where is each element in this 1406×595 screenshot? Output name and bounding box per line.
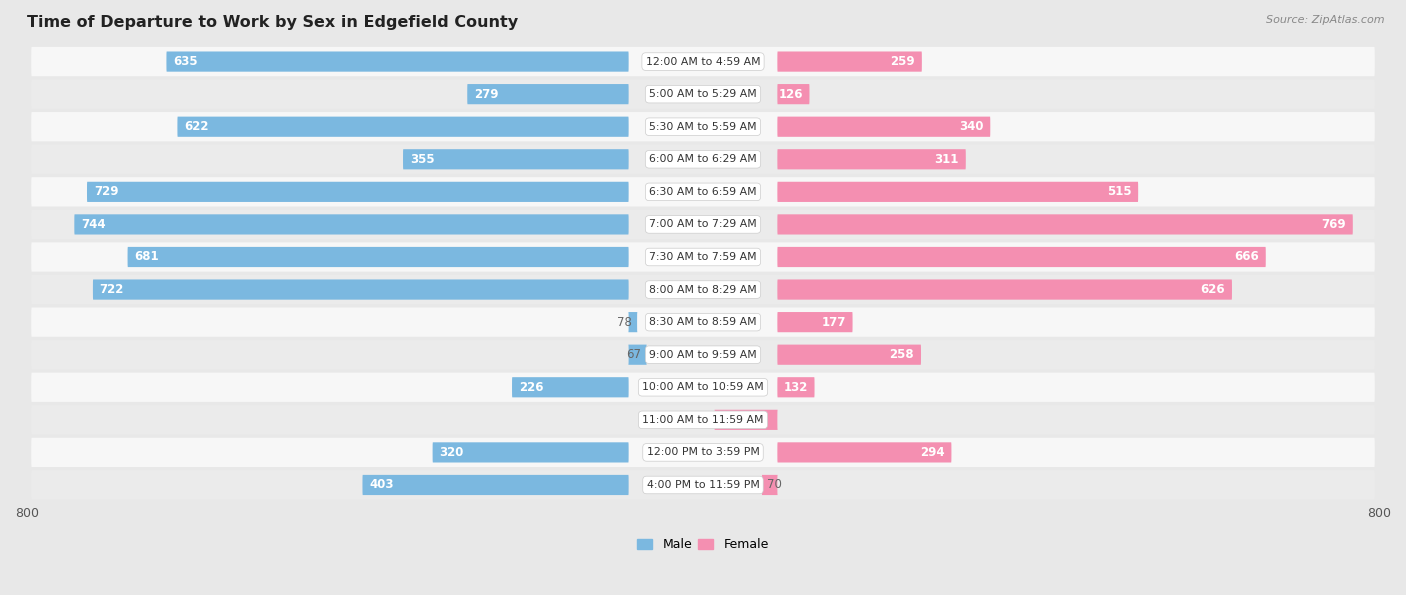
FancyBboxPatch shape [778,377,814,397]
Text: 12:00 PM to 3:59 PM: 12:00 PM to 3:59 PM [647,447,759,458]
FancyBboxPatch shape [31,145,1375,174]
FancyBboxPatch shape [31,275,1375,304]
FancyBboxPatch shape [93,280,628,300]
FancyBboxPatch shape [778,84,810,104]
FancyBboxPatch shape [628,312,637,332]
FancyBboxPatch shape [31,340,1375,369]
Text: Source: ZipAtlas.com: Source: ZipAtlas.com [1267,15,1385,25]
FancyBboxPatch shape [778,52,922,71]
Text: 11:00 AM to 11:59 AM: 11:00 AM to 11:59 AM [643,415,763,425]
FancyBboxPatch shape [31,308,1375,337]
Text: 279: 279 [474,87,499,101]
FancyBboxPatch shape [31,47,1375,76]
Text: 6:30 AM to 6:59 AM: 6:30 AM to 6:59 AM [650,187,756,197]
Text: 666: 666 [1234,250,1258,264]
Text: 729: 729 [94,186,118,198]
Text: 78: 78 [617,315,633,328]
FancyBboxPatch shape [512,377,628,397]
Text: 681: 681 [135,250,159,264]
FancyBboxPatch shape [433,442,628,462]
Text: 10:00 AM to 10:59 AM: 10:00 AM to 10:59 AM [643,382,763,392]
Text: 515: 515 [1107,186,1132,198]
Text: 5:00 AM to 5:29 AM: 5:00 AM to 5:29 AM [650,89,756,99]
FancyBboxPatch shape [31,210,1375,239]
Text: 6:00 AM to 6:29 AM: 6:00 AM to 6:29 AM [650,154,756,164]
FancyBboxPatch shape [87,181,628,202]
FancyBboxPatch shape [778,442,952,462]
FancyBboxPatch shape [778,280,1232,300]
FancyBboxPatch shape [31,112,1375,142]
Text: 7:30 AM to 7:59 AM: 7:30 AM to 7:59 AM [650,252,756,262]
FancyBboxPatch shape [778,214,1353,234]
FancyBboxPatch shape [778,117,990,137]
FancyBboxPatch shape [628,345,647,365]
Text: 226: 226 [519,381,543,394]
Text: 70: 70 [768,478,782,491]
FancyBboxPatch shape [31,242,1375,272]
FancyBboxPatch shape [31,438,1375,467]
FancyBboxPatch shape [31,372,1375,402]
Text: 259: 259 [890,55,915,68]
Text: 355: 355 [409,153,434,166]
FancyBboxPatch shape [404,149,628,170]
Text: 126: 126 [778,87,803,101]
Text: 258: 258 [890,348,914,361]
FancyBboxPatch shape [778,149,966,170]
FancyBboxPatch shape [778,181,1139,202]
FancyBboxPatch shape [177,117,628,137]
FancyBboxPatch shape [778,312,852,332]
Text: 12:00 AM to 4:59 AM: 12:00 AM to 4:59 AM [645,57,761,67]
Text: 403: 403 [370,478,394,491]
Text: 635: 635 [173,55,198,68]
Text: 5:30 AM to 5:59 AM: 5:30 AM to 5:59 AM [650,122,756,131]
FancyBboxPatch shape [31,177,1375,206]
Text: 8:30 AM to 8:59 AM: 8:30 AM to 8:59 AM [650,317,756,327]
FancyBboxPatch shape [128,247,628,267]
Text: 7:00 AM to 7:29 AM: 7:00 AM to 7:29 AM [650,220,756,230]
Text: 132: 132 [783,381,808,394]
Text: 9:00 AM to 9:59 AM: 9:00 AM to 9:59 AM [650,350,756,360]
FancyBboxPatch shape [363,475,628,495]
Text: 4:00 PM to 11:59 PM: 4:00 PM to 11:59 PM [647,480,759,490]
Text: 340: 340 [959,120,984,133]
Text: 622: 622 [184,120,208,133]
Text: 769: 769 [1322,218,1346,231]
Text: 744: 744 [82,218,105,231]
Text: 320: 320 [439,446,464,459]
Text: 722: 722 [100,283,124,296]
Text: 311: 311 [935,153,959,166]
FancyBboxPatch shape [75,214,628,234]
Text: 8:00 AM to 8:29 AM: 8:00 AM to 8:29 AM [650,284,756,295]
FancyBboxPatch shape [166,52,628,71]
FancyBboxPatch shape [467,84,628,104]
FancyBboxPatch shape [778,345,921,365]
Text: 626: 626 [1201,283,1225,296]
Text: Time of Departure to Work by Sex in Edgefield County: Time of Departure to Work by Sex in Edge… [27,15,519,30]
Text: 67: 67 [626,348,641,361]
Legend: Male, Female: Male, Female [633,533,773,556]
Text: 177: 177 [821,315,846,328]
FancyBboxPatch shape [31,80,1375,109]
FancyBboxPatch shape [31,470,1375,500]
Text: 294: 294 [920,446,945,459]
FancyBboxPatch shape [31,405,1375,434]
FancyBboxPatch shape [762,475,778,495]
FancyBboxPatch shape [714,410,778,430]
FancyBboxPatch shape [778,247,1265,267]
Text: 14: 14 [720,414,735,427]
